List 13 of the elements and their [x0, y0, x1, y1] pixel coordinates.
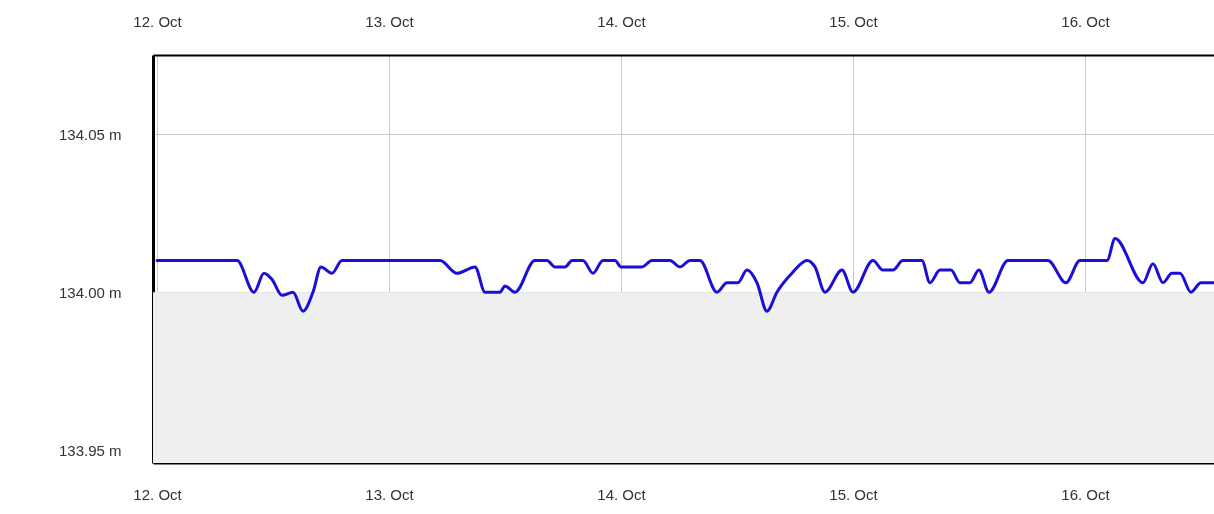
x-tick-label: 15. Oct — [829, 485, 879, 503]
x-tick-label: 13. Oct — [365, 485, 415, 503]
y-tick-label: 134.00 m — [58, 283, 122, 301]
x2-tick-label: 16. Oct — [1061, 12, 1111, 30]
x2-tick-label: 12. Oct — [133, 12, 183, 30]
y-tick-label: 133.95 m — [58, 441, 122, 459]
x2-tick-label: 15. Oct — [829, 12, 879, 30]
y-tick-label: 134.05 m — [58, 125, 122, 143]
x2-tick-label: 13. Oct — [365, 12, 415, 30]
x-tick-label: 14. Oct — [597, 485, 647, 503]
x-tick-label: 12. Oct — [133, 485, 183, 503]
x-tick-label: 16. Oct — [1061, 485, 1111, 503]
x2-tick-label: 14. Oct — [597, 12, 647, 30]
